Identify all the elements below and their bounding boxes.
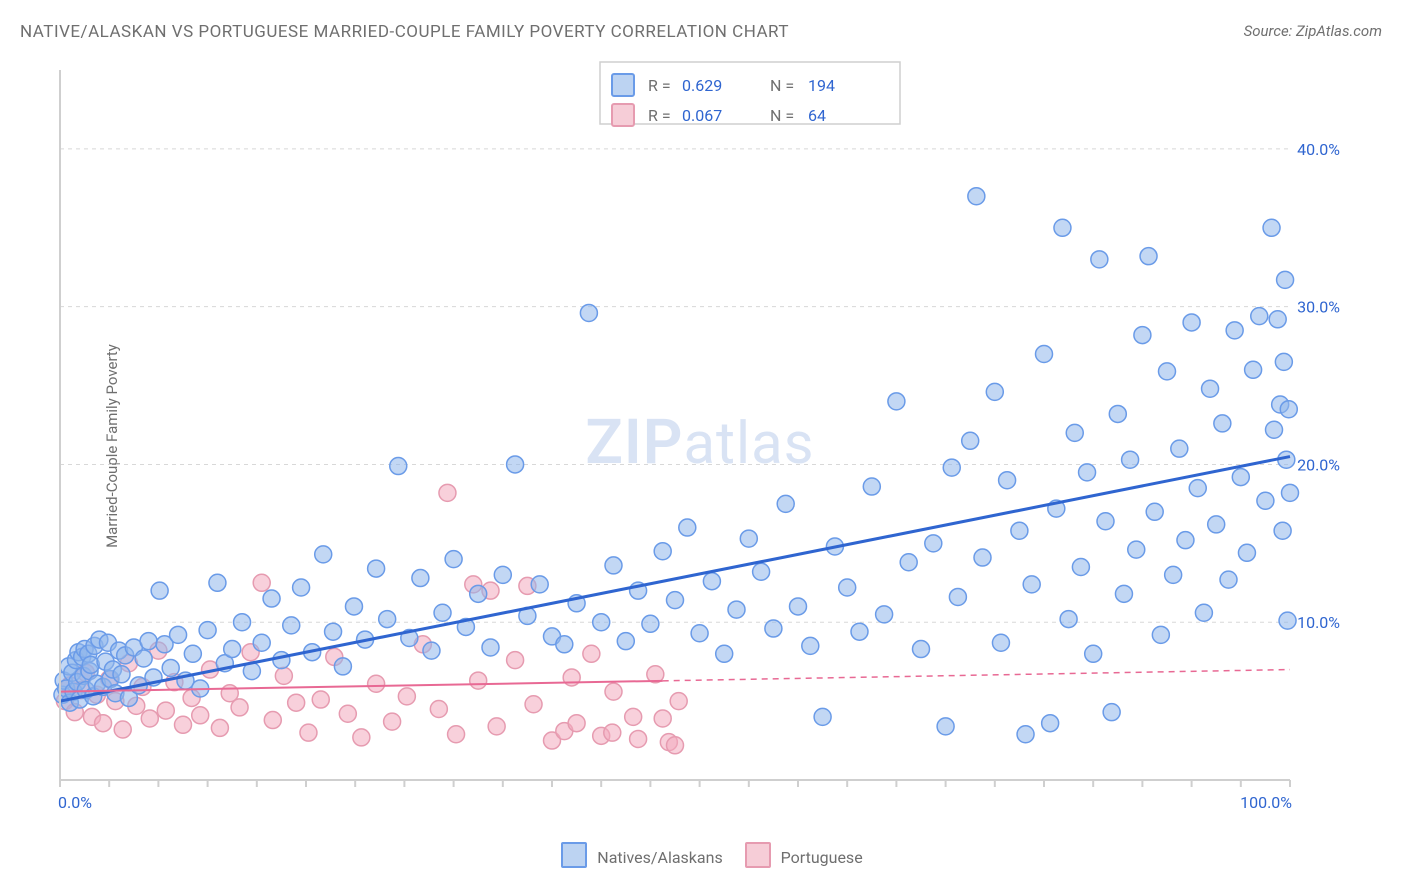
legend-label-natives: Natives/Alaskans [597, 848, 722, 867]
legend-swatch-portuguese [745, 842, 771, 868]
legend-label-portuguese: Portuguese [781, 848, 863, 867]
svg-text:40.0%: 40.0% [1297, 140, 1340, 159]
svg-text:64: 64 [808, 106, 826, 125]
chart-title: NATIVE/ALASKAN VS PORTUGUESE MARRIED-COU… [20, 22, 789, 42]
svg-text:0.0%: 0.0% [58, 793, 92, 812]
plot-svg: 10.0% 20.0% 30.0% 40.0% ZIPatlas 0.0% 100.0% R … [50, 60, 1350, 820]
svg-text:0.067: 0.067 [682, 106, 722, 125]
svg-text:20.0%: 20.0% [1297, 455, 1340, 474]
svg-text:30.0%: 30.0% [1297, 298, 1340, 317]
svg-text:194: 194 [808, 76, 835, 95]
svg-text:10.0%: 10.0% [1297, 613, 1340, 632]
svg-text:ZIPatlas: ZIPatlas [585, 406, 814, 479]
svg-text:N =: N = [770, 76, 794, 95]
svg-text:N =: N = [770, 106, 794, 125]
legend-swatch-natives [561, 842, 587, 868]
bottom-legend: Natives/Alaskans Portuguese [0, 842, 1406, 868]
source-label: Source: ZipAtlas.com [1244, 22, 1382, 40]
svg-text:0.629: 0.629 [682, 76, 722, 95]
scatter-plot: 10.0% 20.0% 30.0% 40.0% ZIPatlas 0.0% 100.0% R … [50, 60, 1350, 820]
svg-text:R =: R = [648, 76, 671, 95]
svg-text:100.0%: 100.0% [1240, 793, 1292, 812]
svg-text:R =: R = [648, 106, 671, 125]
